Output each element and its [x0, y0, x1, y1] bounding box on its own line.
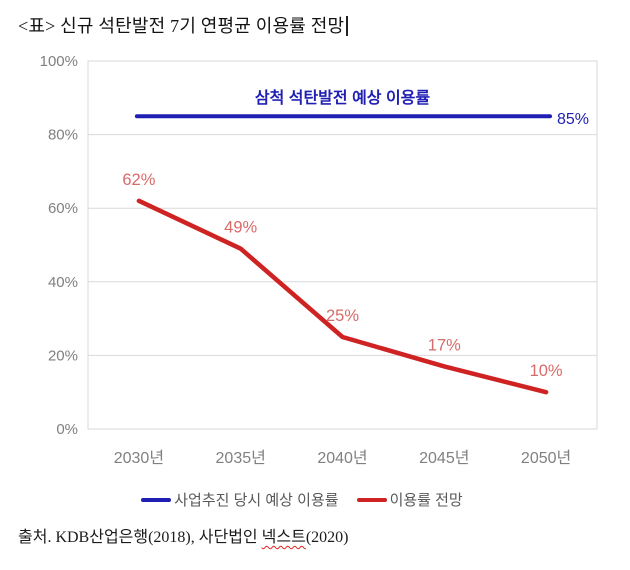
y-tick-label: 60%	[48, 200, 78, 217]
text-cursor[interactable]	[346, 16, 349, 36]
forecast-line	[136, 198, 549, 395]
y-tick-label: 100%	[40, 53, 78, 70]
planned-line-annotation: 삼척 석탄발전 예상 이용률	[255, 88, 431, 107]
y-tick-label: 40%	[48, 274, 78, 291]
red-line-swatch-icon	[356, 497, 387, 502]
forecast-data-label: 10%	[530, 362, 563, 380]
chart-legend: 사업추진 당시 예상 이용률 이용률 전망	[0, 489, 617, 510]
chart-caption-text: <표> 신규 석탄발전 7기 연평균 이용률 전망	[18, 16, 345, 36]
x-tick-label: 2035년	[216, 449, 266, 467]
chart-caption: <표> 신규 석탄발전 7기 연평균 이용률 전망	[18, 12, 349, 38]
legend-label-forecast: 이용률 전망	[389, 492, 463, 509]
x-tick-label: 2045년	[419, 449, 469, 467]
y-tick-label: 0%	[56, 421, 78, 438]
source-note-suffix: (2020)	[305, 529, 349, 546]
legend-item-forecast[interactable]: 이용률 전망	[356, 489, 463, 510]
planned-line-end-label: 85%	[557, 111, 589, 128]
blue-line-swatch-icon	[141, 497, 172, 502]
source-note-misspelled-word: 넥스트	[261, 529, 306, 546]
legend-label-planned: 사업추진 당시 예상 이용률	[174, 492, 339, 509]
x-tick-label: 2050년	[521, 449, 571, 467]
forecast-data-label: 25%	[326, 307, 359, 325]
source-note: 출처. KDB산업은행(2018), 사단법인 넥스트(2020)	[18, 523, 348, 547]
source-note-prefix: 출처. KDB산업은행(2018), 사단법인	[18, 529, 262, 546]
x-tick-label: 2040년	[317, 449, 367, 467]
legend-item-planned[interactable]: 사업추진 당시 예상 이용률	[141, 489, 339, 510]
x-tick-label: 2030년	[114, 449, 164, 467]
plot-border	[87, 60, 598, 430]
y-tick-label: 20%	[48, 347, 78, 364]
forecast-data-label: 49%	[224, 219, 257, 237]
y-tick-label: 80%	[48, 127, 78, 144]
forecast-data-label: 62%	[122, 171, 155, 189]
forecast-data-label: 17%	[428, 336, 461, 354]
